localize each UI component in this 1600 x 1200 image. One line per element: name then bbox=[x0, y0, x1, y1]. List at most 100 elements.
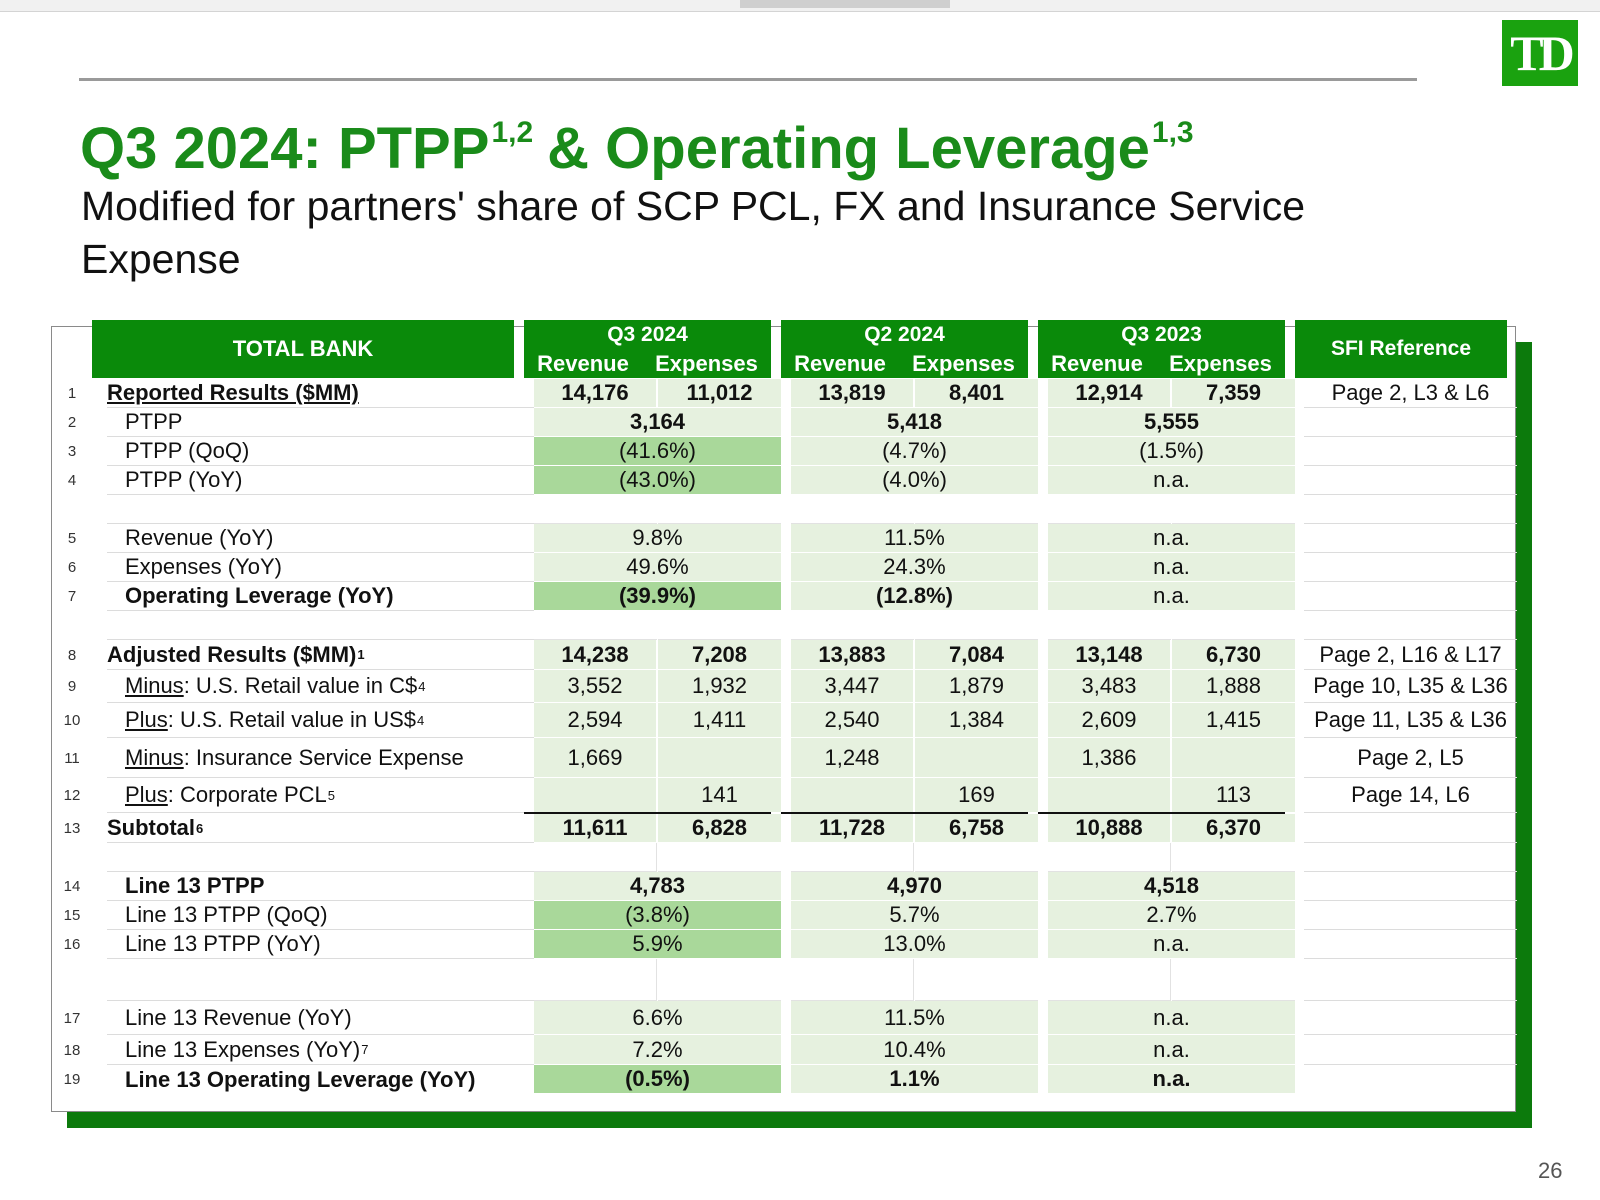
slide-title: Q3 2024: PTPP1,2 & Operating Leverage1,3 bbox=[80, 96, 1194, 181]
value-cell: 11,611 bbox=[534, 814, 657, 843]
value-cell: 10,888 bbox=[1048, 814, 1171, 843]
row-label-text: Line 13 Expenses (YoY) bbox=[125, 1036, 361, 1062]
value-cell: 1,415 bbox=[1172, 703, 1295, 738]
sfi-reference-cell bbox=[1304, 495, 1517, 524]
sfi-reference-cell bbox=[1304, 872, 1517, 901]
value-cell: 1,386 bbox=[1048, 738, 1171, 778]
value-cell: 2.7% bbox=[1048, 901, 1295, 930]
row-label: PTPP (QoQ) bbox=[107, 437, 572, 466]
value-cell: 113 bbox=[1172, 778, 1295, 813]
value-cell: 7,359 bbox=[1172, 379, 1295, 408]
sfi-reference-cell bbox=[1304, 814, 1517, 843]
subtotal-rule-q3-2023 bbox=[1038, 812, 1285, 814]
period-label: Q3 2023 bbox=[1121, 323, 1202, 346]
empty-cell bbox=[915, 495, 1038, 524]
spacer-row bbox=[52, 495, 1517, 524]
table-row: 11 Minus: Insurance Service Expense 1,66… bbox=[52, 738, 1517, 778]
empty-cell bbox=[1048, 495, 1171, 524]
value-cell: 6,828 bbox=[658, 814, 781, 843]
sfi-reference-cell: Page 11, L35 & L36 bbox=[1304, 703, 1517, 738]
row-number: 7 bbox=[67, 588, 77, 605]
footnote-marker: 5 bbox=[327, 787, 335, 803]
empty-cell bbox=[915, 611, 1038, 640]
row-label: Line 13 PTPP (QoQ) bbox=[107, 901, 572, 930]
value-cell: 10.4% bbox=[791, 1035, 1038, 1065]
value-cell: 5,418 bbox=[791, 408, 1038, 437]
value-cell: 8,401 bbox=[915, 379, 1038, 408]
empty-cell bbox=[658, 959, 781, 1001]
value-cell: 12,914 bbox=[1048, 379, 1171, 408]
row-number: 8 bbox=[67, 646, 77, 664]
value-cell: 13,883 bbox=[791, 640, 914, 670]
value-cell: 6,758 bbox=[915, 814, 1038, 843]
footnote-marker: 6 bbox=[196, 820, 204, 836]
value-cell: 14,176 bbox=[534, 379, 657, 408]
header-period-q3-2024: Q3 2024 Revenue Expenses bbox=[524, 320, 771, 378]
empty-cell bbox=[658, 611, 781, 640]
table-row: 3 PTPP (QoQ) (41.6%) (4.7%) (1.5%) bbox=[52, 437, 1517, 466]
row-label: Revenue (YoY) bbox=[107, 524, 572, 553]
value-cell: (1.5%) bbox=[1048, 437, 1295, 466]
table-row: 19 Line 13 Operating Leverage (YoY) (0.5… bbox=[52, 1065, 1517, 1094]
value-cell: 7.2% bbox=[534, 1035, 781, 1065]
sfi-reference-cell bbox=[1304, 408, 1517, 437]
subtotal-rule-q3-2024 bbox=[524, 812, 771, 814]
empty-cell bbox=[658, 843, 781, 872]
value-cell: 11.5% bbox=[791, 524, 1038, 553]
table-row: 16 Line 13 PTPP (YoY) 5.9% 13.0% n.a. bbox=[52, 930, 1517, 959]
value-cell: 49.6% bbox=[534, 553, 781, 582]
row-number: 10 bbox=[63, 712, 81, 729]
row-label bbox=[107, 495, 572, 524]
table-row: 10 Plus: U.S. Retail value in US$ 4 2,594… bbox=[52, 703, 1517, 738]
empty-cell bbox=[1048, 843, 1171, 872]
value-cell: 5.7% bbox=[791, 901, 1038, 930]
table-row: 1 Reported Results ($MM) 14,176 11,012 1… bbox=[52, 379, 1517, 408]
value-cell: 2,609 bbox=[1048, 703, 1171, 738]
value-cell: 6,730 bbox=[1172, 640, 1295, 670]
value-cell: 11,728 bbox=[791, 814, 914, 843]
row-number: 1 bbox=[67, 385, 77, 402]
value-cell: 11.5% bbox=[791, 1001, 1038, 1035]
row-label bbox=[107, 959, 572, 1001]
value-cell: 1,384 bbox=[915, 703, 1038, 738]
value-cell: 1,669 bbox=[534, 738, 657, 778]
empty-cell bbox=[1172, 959, 1295, 1001]
empty-cell bbox=[1172, 611, 1295, 640]
value-cell: 4,783 bbox=[534, 872, 781, 901]
value-cell: 1,248 bbox=[791, 738, 914, 778]
row-number: 16 bbox=[63, 936, 81, 953]
sfi-reference-cell bbox=[1304, 582, 1517, 611]
sfi-reference-cell bbox=[1304, 553, 1517, 582]
row-number: 14 bbox=[63, 878, 81, 895]
value-cell: 14,238 bbox=[534, 640, 657, 670]
row-number: 9 bbox=[67, 678, 77, 695]
header-total-bank: TOTAL BANK bbox=[92, 320, 514, 378]
value-cell: 1,888 bbox=[1172, 670, 1295, 703]
value-cell: n.a. bbox=[1048, 524, 1295, 553]
row-label-text: : U.S. Retail value in C$ bbox=[183, 673, 418, 698]
row-number: 19 bbox=[63, 1071, 81, 1088]
value-cell: 4,518 bbox=[1048, 872, 1295, 901]
table-row: 17 Line 13 Revenue (YoY) 6.6% 11.5% n.a. bbox=[52, 1001, 1517, 1035]
expenses-col-label: Expenses bbox=[655, 351, 758, 376]
value-cell: 3,447 bbox=[791, 670, 914, 703]
row-label bbox=[107, 611, 572, 640]
scroll-tab[interactable] bbox=[740, 0, 950, 8]
row-label: Line 13 Revenue (YoY) bbox=[107, 1001, 572, 1035]
sfi-reference-cell bbox=[1304, 1001, 1517, 1035]
empty-cell bbox=[791, 959, 914, 1001]
row-label-keyword: Plus bbox=[125, 707, 168, 732]
period-label: Q2 2024 bbox=[864, 323, 945, 346]
sfi-reference-cell: Page 14, L6 bbox=[1304, 778, 1517, 813]
expenses-col-label: Expenses bbox=[912, 351, 1015, 376]
value-cell: n.a. bbox=[1048, 1035, 1295, 1065]
empty-cell bbox=[534, 611, 657, 640]
sfi-reference-cell: Page 10, L35 & L36 bbox=[1304, 670, 1517, 703]
row-label: Line 13 PTPP (YoY) bbox=[107, 930, 572, 959]
empty-cell bbox=[534, 495, 657, 524]
table-row: 4 PTPP (YoY) (43.0%) (4.0%) n.a. bbox=[52, 466, 1517, 495]
period-label: Q3 2024 bbox=[607, 323, 688, 346]
title-footnote-1: 1,2 bbox=[491, 116, 534, 149]
header-period-q2-2024: Q2 2024 Revenue Expenses bbox=[781, 320, 1028, 378]
sfi-reference-cell bbox=[1304, 1065, 1517, 1094]
